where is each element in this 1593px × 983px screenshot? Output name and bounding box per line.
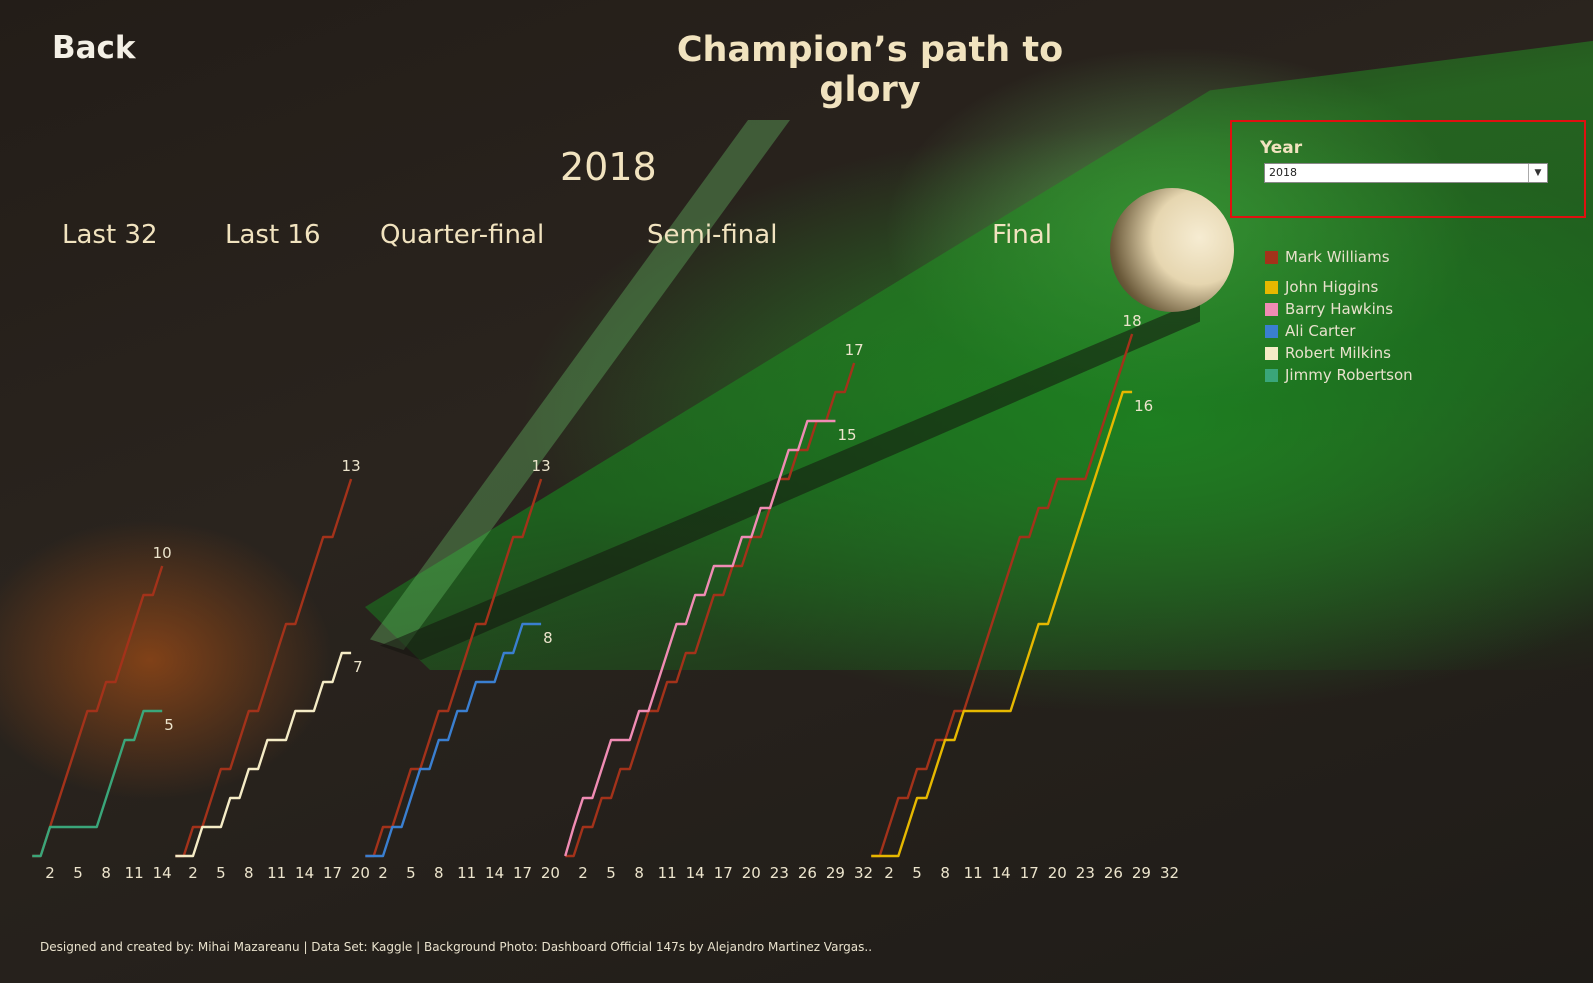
data-label-final-score: 13 — [532, 457, 551, 475]
legend-swatch — [1265, 369, 1278, 382]
year-select[interactable]: 2018 ▼ — [1264, 163, 1548, 183]
stage-label-semi-final: Semi-final — [647, 220, 778, 250]
series-line-mark-williams — [565, 362, 856, 858]
series-line-robert-milkins — [175, 651, 352, 858]
x-tick-label: 23 — [770, 864, 789, 882]
x-tick-label: 20 — [742, 864, 761, 882]
x-tick-label: 8 — [101, 864, 111, 882]
x-tick-label: 14 — [153, 864, 172, 882]
series-line-ali-carter — [365, 622, 542, 858]
x-tick-label: 11 — [658, 864, 677, 882]
series-line-mark-williams — [175, 478, 353, 858]
series-line-barry-hawkins — [564, 419, 836, 857]
legend-swatch — [1265, 281, 1278, 294]
x-tick-label: 20 — [351, 864, 370, 882]
data-label-final-score: 15 — [837, 426, 856, 444]
back-button[interactable]: Back — [52, 30, 136, 66]
x-tick-label: 8 — [634, 864, 644, 882]
year-filter-label: Year — [1260, 138, 1303, 158]
data-label-final-score: 18 — [1123, 312, 1142, 330]
x-tick-label: 5 — [606, 864, 616, 882]
page-title: Champion’s path to glory — [676, 30, 1064, 110]
legend-item-ali-carter[interactable]: Ali Carter — [1265, 320, 1413, 342]
year-select-value: 2018 — [1269, 166, 1297, 179]
year-filter: Year 2018 ▼ — [1230, 120, 1586, 218]
x-tick-label: 26 — [798, 864, 817, 882]
x-tick-label: 17 — [714, 864, 733, 882]
x-tick-label: 26 — [1104, 864, 1123, 882]
x-tick-label: 14 — [485, 864, 504, 882]
data-label-final-score: 5 — [164, 716, 174, 734]
stage-label-last-32: Last 32 — [62, 220, 158, 250]
x-tick-label: 14 — [992, 864, 1011, 882]
legend-item-barry-hawkins[interactable]: Barry Hawkins — [1265, 298, 1413, 320]
x-tick-label: 32 — [1160, 864, 1179, 882]
stage-label-last-16: Last 16 — [225, 220, 321, 250]
chevron-down-icon[interactable]: ▼ — [1528, 164, 1547, 182]
legend-label: Mark Williams — [1285, 248, 1390, 266]
x-tick-label: 29 — [826, 864, 845, 882]
x-tick-label: 2 — [188, 864, 198, 882]
legend-swatch — [1265, 325, 1278, 338]
x-tick-label: 17 — [513, 864, 532, 882]
legend-swatch — [1265, 347, 1278, 360]
data-label-final-score: 7 — [353, 658, 363, 676]
x-tick-label: 2 — [378, 864, 388, 882]
x-tick-label: 8 — [244, 864, 254, 882]
legend-swatch — [1265, 251, 1278, 264]
x-tick-label: 5 — [912, 864, 922, 882]
x-tick-label: 11 — [125, 864, 144, 882]
series-line-john-higgins — [871, 390, 1133, 858]
legend-swatch — [1265, 303, 1278, 316]
legend: Mark Williams John Higgins Barry Hawkins… — [1265, 246, 1413, 386]
data-label-final-score: 13 — [342, 457, 361, 475]
legend-item-robert-milkins[interactable]: Robert Milkins — [1265, 342, 1413, 364]
stage-label-final: Final — [992, 220, 1052, 250]
x-tick-label: 2 — [45, 864, 55, 882]
data-label-final-score: 10 — [153, 544, 172, 562]
x-tick-label: 17 — [323, 864, 342, 882]
series-line-mark-williams — [871, 333, 1134, 858]
legend-label: John Higgins — [1285, 278, 1379, 296]
legend-item-john-higgins[interactable]: John Higgins — [1265, 276, 1413, 298]
x-tick-label: 17 — [1020, 864, 1039, 882]
x-tick-label: 2 — [578, 864, 588, 882]
x-tick-label: 20 — [541, 864, 560, 882]
x-tick-label: 23 — [1076, 864, 1095, 882]
legend-label: Barry Hawkins — [1285, 300, 1394, 318]
snooker-ball-image — [1110, 188, 1234, 312]
x-tick-label: 11 — [267, 864, 286, 882]
x-tick-label: 11 — [457, 864, 476, 882]
x-tick-label: 29 — [1132, 864, 1151, 882]
series-line-mark-williams — [365, 478, 543, 858]
x-tick-label: 2 — [884, 864, 894, 882]
series-line-jimmy-robertson — [32, 709, 163, 858]
stage-label-quarter-final: Quarter-final — [380, 220, 545, 250]
x-tick-label: 32 — [854, 864, 873, 882]
footer-credits: Designed and created by: Mihai Mazareanu… — [40, 940, 873, 954]
x-tick-label: 20 — [1048, 864, 1067, 882]
data-label-final-score: 16 — [1134, 397, 1153, 415]
data-label-final-score: 17 — [845, 341, 864, 359]
x-tick-label: 14 — [295, 864, 314, 882]
x-tick-label: 5 — [73, 864, 83, 882]
x-tick-label: 5 — [216, 864, 226, 882]
legend-label: Ali Carter — [1285, 322, 1356, 340]
x-tick-label: 14 — [686, 864, 705, 882]
series-line-mark-williams — [32, 565, 164, 858]
x-tick-label: 8 — [434, 864, 444, 882]
x-tick-label: 5 — [406, 864, 416, 882]
legend-item-jimmy-robertson[interactable]: Jimmy Robertson — [1265, 364, 1413, 386]
x-tick-label: 11 — [964, 864, 983, 882]
legend-label: Robert Milkins — [1285, 344, 1391, 362]
x-tick-label: 8 — [940, 864, 950, 882]
legend-label: Jimmy Robertson — [1285, 366, 1413, 384]
data-label-final-score: 8 — [543, 629, 553, 647]
legend-item-mark-williams[interactable]: Mark Williams — [1265, 246, 1413, 268]
selected-year-heading: 2018 — [560, 145, 657, 189]
